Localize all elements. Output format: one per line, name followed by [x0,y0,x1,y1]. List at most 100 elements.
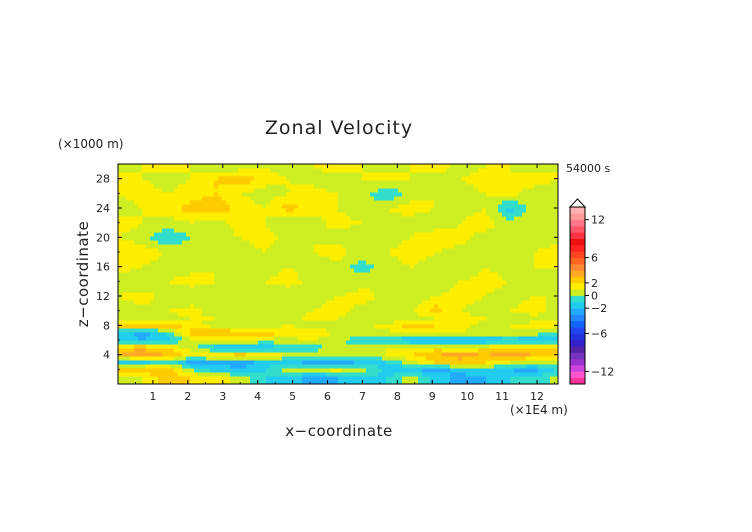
heatmap-cell [314,376,319,381]
heatmap-cell [154,280,159,285]
heatmap-cell [450,376,455,381]
heatmap-cell [182,324,187,329]
heatmap-cell [170,376,175,381]
heatmap-cell [262,336,267,341]
heatmap-cell [490,364,495,369]
heatmap-cell [334,360,339,365]
heatmap-cell [118,252,123,257]
heatmap-cell [426,348,431,353]
heatmap-cell [426,276,431,281]
heatmap-cell [554,316,559,321]
heatmap-cell [314,268,319,273]
heatmap-cell [482,332,487,337]
heatmap-cell [450,204,455,209]
heatmap-cell [218,208,223,213]
heatmap-cell [442,208,447,213]
heatmap-cell [490,368,495,373]
heatmap-cell [458,316,463,321]
heatmap-cell [534,284,539,289]
heatmap-cell [178,336,183,341]
heatmap-cell [118,296,123,301]
heatmap-cell [514,332,519,337]
heatmap-cell [126,248,131,253]
heatmap-cell [398,236,403,241]
heatmap-cell [330,336,335,341]
heatmap-cell [214,356,219,361]
heatmap-cell [130,288,135,293]
heatmap-cell [542,204,547,209]
heatmap-cell [446,216,451,221]
heatmap-cell [422,232,427,237]
heatmap-cell [490,232,495,237]
heatmap-cell [202,280,207,285]
heatmap-cell [502,268,507,273]
heatmap-cell [486,268,491,273]
heatmap-cell [274,352,279,357]
heatmap-cell [230,308,235,313]
heatmap-cell [354,284,359,289]
heatmap-cell [390,272,395,277]
heatmap-cell [210,256,215,261]
heatmap-cell [478,344,483,349]
heatmap-cell [470,372,475,377]
heatmap-cell [518,376,523,381]
heatmap-cell [350,324,355,329]
heatmap-cell [334,228,339,233]
heatmap-cell [242,252,247,257]
heatmap-cell [346,356,351,361]
heatmap-cell [366,360,371,365]
heatmap-cell [162,324,167,329]
heatmap-cell [314,348,319,353]
heatmap-cell [122,300,127,305]
heatmap-cell [394,260,399,265]
heatmap-cell [546,276,551,281]
heatmap-cell [346,252,351,257]
heatmap-cell [526,256,531,261]
heatmap-cell [430,328,435,333]
heatmap-cell [338,324,343,329]
heatmap-cell [546,364,551,369]
heatmap-cell [542,348,547,353]
heatmap-cell [378,336,383,341]
heatmap-cell [478,332,483,337]
heatmap-cell [326,372,331,377]
heatmap-cell [230,252,235,257]
heatmap-cell [486,212,491,217]
heatmap-cell [554,216,559,221]
heatmap-cell [338,252,343,257]
heatmap-cell [222,324,227,329]
heatmap-cell [314,316,319,321]
heatmap-cell [126,364,131,369]
heatmap-cell [134,252,139,257]
heatmap-cell [474,316,479,321]
heatmap-cell [510,296,515,301]
heatmap-cell [550,368,555,373]
heatmap-cell [206,276,211,281]
heatmap-cell [198,208,203,213]
heatmap-cell [154,368,159,373]
heatmap-cell [458,268,463,273]
heatmap-cell [150,264,155,269]
heatmap-cell [198,256,203,261]
heatmap-cell [382,312,387,317]
heatmap-cell [122,348,127,353]
heatmap-cell [230,336,235,341]
heatmap-cell [534,244,539,249]
heatmap-cell [174,200,179,205]
heatmap-cell [510,220,515,225]
heatmap-cell [206,280,211,285]
heatmap-cell [326,208,331,213]
heatmap-cell [190,352,195,357]
heatmap-cell [258,256,263,261]
heatmap-cell [534,248,539,253]
heatmap-cell [458,204,463,209]
heatmap-cell [550,312,555,317]
heatmap-cell [546,324,551,329]
heatmap-cell [234,352,239,357]
heatmap-cell [406,280,411,285]
heatmap-cell [306,376,311,381]
heatmap-cell [522,312,527,317]
heatmap-cell [118,280,123,285]
heatmap-cell [522,364,527,369]
heatmap-cell [194,232,199,237]
